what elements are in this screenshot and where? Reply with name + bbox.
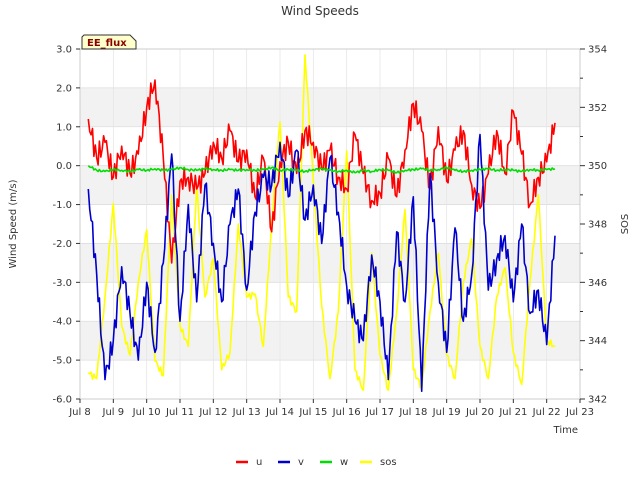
legend-label-w: w — [340, 457, 348, 468]
y-axis-left: -6.0 -5.0 -4.0 -3.0 -2.0 -1.0 0.0 1.0 2.0 3.0 — [52, 45, 80, 406]
chart-title: Wind Speeds — [281, 4, 359, 18]
x-tick-label-4: Jul 12 — [198, 407, 227, 418]
band-5 — [80, 165, 580, 205]
badge-label: EE_flux — [87, 38, 127, 49]
series-layer — [87, 54, 556, 392]
y2-tick-label-5: 352 — [588, 103, 607, 114]
band-7 — [80, 87, 580, 127]
y2-tick-label-6: 354 — [588, 45, 607, 56]
band-3 — [80, 243, 580, 283]
series-line-w — [87, 165, 556, 174]
x-tick-label-0: Jul 8 — [68, 407, 91, 418]
y2-tick-label-1: 344 — [588, 336, 607, 347]
x-tick-label-2: Jul 10 — [132, 407, 161, 418]
badge-box — [81, 34, 137, 50]
series-line-sos — [87, 54, 556, 391]
x-axis: Jul 8 Jul 9 Jul 10 Jul 11 Jul 12 Jul 13 Jul 14… — [68, 399, 594, 418]
legend-label-v: v — [298, 457, 304, 468]
y-tick-label-7: 1.0 — [56, 122, 72, 133]
y-tick-label-3: -3.0 — [52, 278, 72, 289]
series-line-v — [87, 133, 556, 392]
y-axis-right: 342 344 346 348 350 352 354 — [580, 45, 607, 406]
y-axis-title: Wind Speed (m/s) — [8, 179, 19, 268]
site-badge: EE_flux — [81, 34, 137, 50]
background-bands — [80, 87, 580, 361]
x-axis-title: Time — [553, 425, 578, 436]
y-tick-label-9: 3.0 — [56, 45, 72, 56]
band-1 — [80, 321, 580, 361]
x-tick-label-11: Jul 19 — [432, 407, 461, 418]
y2-tick-label-4: 350 — [588, 161, 607, 172]
x-tick-label-1: Jul 9 — [102, 407, 125, 418]
legend-label-sos: sos — [380, 457, 397, 468]
x-tick-label-10: Jul 18 — [398, 407, 427, 418]
x-tick-label-14: Jul 22 — [532, 407, 561, 418]
x-tick-label-3: Jul 11 — [165, 407, 194, 418]
x-tick-label-15: Jul 23 — [565, 407, 594, 418]
y-tick-label-1: -5.0 — [52, 356, 72, 367]
y-tick-label-4: -2.0 — [52, 239, 72, 250]
x-tick-label-5: Jul 13 — [232, 407, 261, 418]
legend: u v w sos — [236, 457, 397, 468]
y2-tick-label-0: 342 — [588, 395, 607, 406]
y-tick-label-2: -4.0 — [52, 317, 72, 328]
x-tick-label-7: Jul 15 — [298, 407, 327, 418]
x-tick-label-12: Jul 20 — [465, 407, 494, 418]
x-tick-label-13: Jul 21 — [498, 407, 527, 418]
x-tick-label-8: Jul 16 — [332, 407, 361, 418]
legend-label-u: u — [256, 457, 262, 468]
y-tick-label-0: -6.0 — [52, 395, 72, 406]
x-tick-label-9: Jul 17 — [365, 407, 394, 418]
y-tick-label-8: 2.0 — [56, 83, 72, 94]
y-tick-label-6: 0.0 — [56, 161, 72, 172]
y2-tick-label-2: 346 — [588, 278, 607, 289]
y2-axis-title: SOS — [620, 214, 631, 235]
y-tick-label-5: -1.0 — [52, 200, 72, 211]
x-tick-label-6: Jul 14 — [265, 407, 294, 418]
y2-tick-label-3: 348 — [588, 220, 607, 231]
